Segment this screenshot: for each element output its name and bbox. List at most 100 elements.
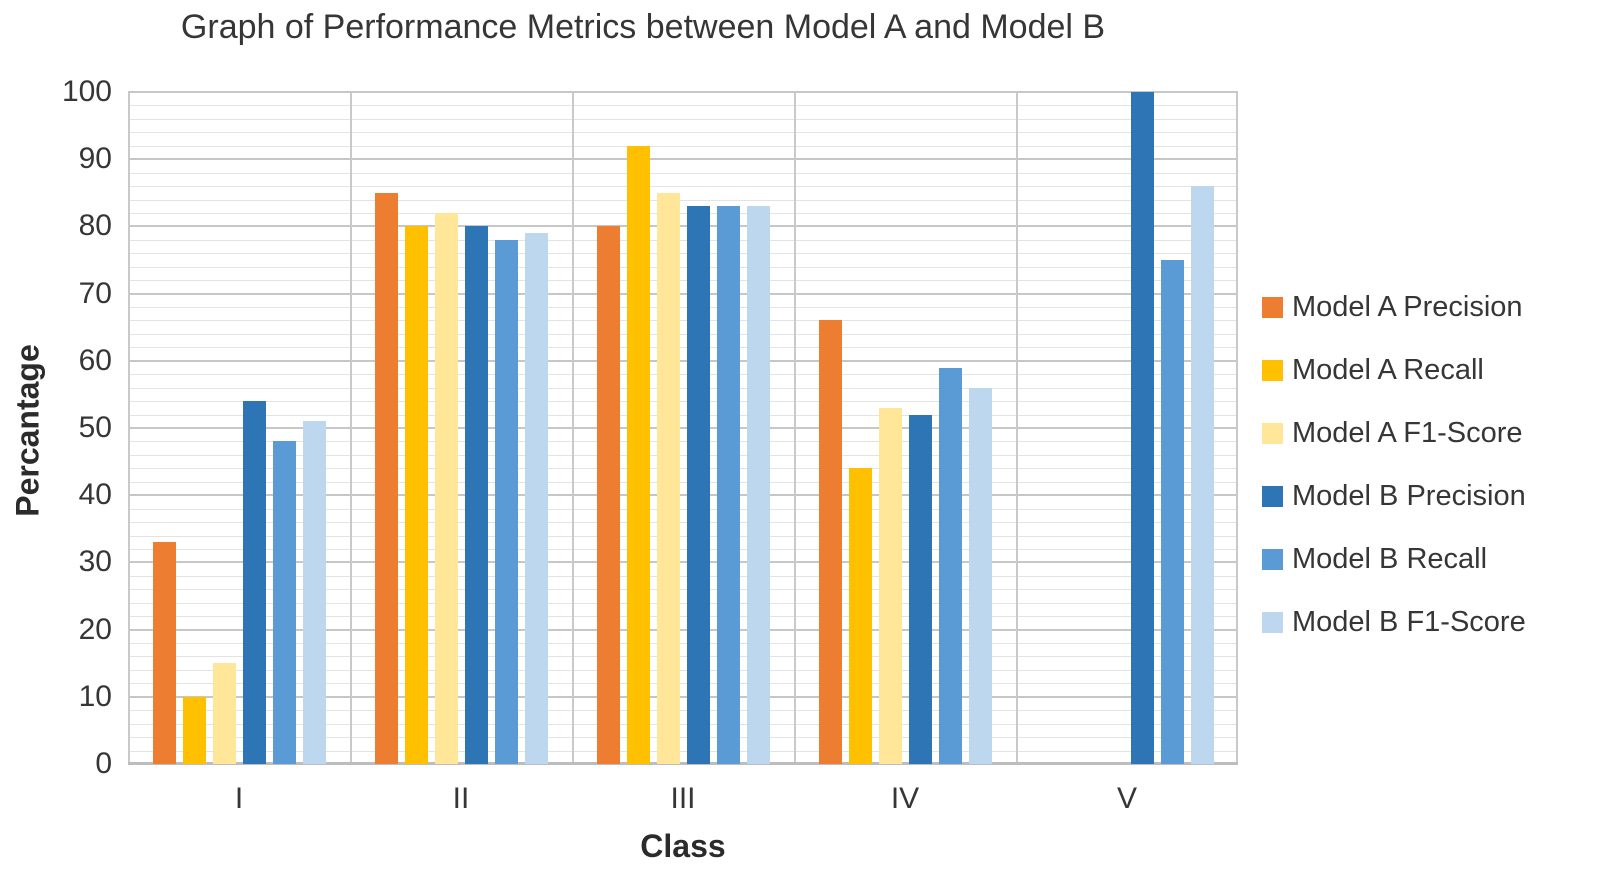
bar-model-b-recall-class-II bbox=[494, 239, 518, 764]
gridline-minor bbox=[128, 468, 1238, 470]
gridline-minor bbox=[128, 307, 1238, 309]
gridline-minor bbox=[128, 750, 1238, 752]
bar-model-a-recall-class-II bbox=[404, 226, 428, 764]
x-tick-label-IV: IV bbox=[890, 782, 920, 815]
gridline-minor bbox=[128, 387, 1238, 389]
y-tick-label-0: 0 bbox=[95, 747, 112, 780]
gridline-minor bbox=[128, 441, 1238, 443]
gridline-minor bbox=[128, 710, 1238, 712]
x-tick-label-I: I bbox=[234, 782, 244, 815]
bar-model-b-precision-class-IV bbox=[908, 414, 932, 764]
gridline-minor bbox=[128, 616, 1238, 618]
x-tick-label-V: V bbox=[1116, 782, 1137, 815]
gridline-major bbox=[128, 359, 1238, 362]
gridline-minor bbox=[128, 347, 1238, 349]
gridline-vertical bbox=[128, 92, 130, 764]
legend-swatch bbox=[1262, 548, 1283, 570]
gridline-minor bbox=[128, 589, 1238, 591]
legend-swatch bbox=[1262, 422, 1283, 444]
y-tick-label-80: 80 bbox=[78, 209, 112, 243]
bar-model-a-precision-class-II bbox=[374, 192, 398, 764]
x-axis-line bbox=[128, 762, 1238, 765]
bar-model-a-recall-class-III bbox=[626, 145, 650, 764]
gridline-minor bbox=[128, 683, 1238, 685]
y-tick-label-90: 90 bbox=[78, 142, 112, 176]
legend-swatch bbox=[1262, 485, 1283, 507]
y-tick-label-100: 100 bbox=[61, 75, 112, 108]
y-tick-label-40: 40 bbox=[78, 478, 112, 512]
bar-model-a-f1-score-class-IV bbox=[878, 407, 902, 764]
bar-group-class-IV bbox=[794, 92, 1016, 764]
legend-item-model-b-precision: Model B Precision bbox=[1262, 480, 1526, 512]
legend-label: Model B F1-Score bbox=[1292, 605, 1526, 638]
bar-model-a-precision-class-IV bbox=[818, 320, 842, 764]
y-tick-label-60: 60 bbox=[78, 343, 112, 377]
legend-label: Model A F1-Score bbox=[1292, 416, 1523, 449]
gridline-minor bbox=[128, 548, 1238, 550]
plot-area bbox=[128, 91, 1238, 765]
gridline-minor bbox=[128, 320, 1238, 322]
chart-title: Graph of Performance Metrics between Mod… bbox=[180, 8, 1106, 46]
legend-item-model-b-f1-score: Model B F1-Score bbox=[1262, 606, 1526, 638]
gridline-minor bbox=[128, 186, 1238, 188]
bar-model-a-recall-class-IV bbox=[848, 468, 872, 764]
y-tick-label-50: 50 bbox=[78, 411, 112, 444]
gridline-minor bbox=[128, 481, 1238, 483]
legend-label: Model A Precision bbox=[1292, 290, 1523, 323]
bar-layer bbox=[128, 92, 1238, 764]
gridline-minor bbox=[128, 643, 1238, 645]
gridline-major bbox=[128, 695, 1238, 698]
x-tick-label-II: II bbox=[452, 782, 470, 815]
gridline-major bbox=[128, 225, 1238, 228]
y-tick-label-20: 20 bbox=[78, 612, 112, 646]
gridline-vertical bbox=[1016, 92, 1018, 764]
bar-model-a-f1-score-class-II bbox=[434, 212, 458, 764]
bar-model-b-recall-class-III bbox=[716, 206, 740, 764]
gridline-major bbox=[128, 561, 1238, 564]
gridline-layer bbox=[128, 91, 1238, 765]
gridline-minor bbox=[128, 199, 1238, 201]
gridline-vertical bbox=[350, 92, 352, 764]
gridline-minor bbox=[128, 508, 1238, 510]
gridline-minor bbox=[128, 454, 1238, 456]
bar-model-b-recall-class-I bbox=[272, 441, 296, 764]
legend-item-model-a-recall: Model A Recall bbox=[1262, 354, 1526, 386]
gridline-minor bbox=[128, 414, 1238, 416]
gridline-minor bbox=[128, 401, 1238, 403]
gridline-major bbox=[128, 494, 1238, 497]
gridline-minor bbox=[128, 105, 1238, 107]
bar-model-a-f1-score-class-I bbox=[212, 663, 236, 764]
gridline-minor bbox=[128, 374, 1238, 376]
bar-model-a-recall-class-I bbox=[182, 696, 206, 764]
gridline-major bbox=[128, 158, 1238, 161]
gridline-major bbox=[128, 427, 1238, 429]
bar-model-b-f1-score-class-II bbox=[524, 233, 548, 764]
gridline-minor bbox=[128, 145, 1238, 147]
bar-model-b-recall-class-IV bbox=[938, 367, 962, 764]
gridline-minor bbox=[128, 132, 1238, 134]
gridline-minor bbox=[128, 333, 1238, 335]
gridline-minor bbox=[128, 239, 1238, 241]
bar-model-b-f1-score-class-I bbox=[302, 421, 326, 764]
bar-model-b-f1-score-class-III bbox=[746, 206, 770, 764]
bar-model-b-f1-score-class-V bbox=[1190, 186, 1214, 764]
gridline-major bbox=[128, 292, 1238, 295]
bar-model-b-precision-class-V bbox=[1130, 92, 1154, 764]
gridline-minor bbox=[128, 522, 1238, 524]
gridline-minor bbox=[128, 172, 1238, 174]
gridline-minor bbox=[128, 118, 1238, 120]
gridline-minor bbox=[128, 535, 1238, 537]
gridline-vertical bbox=[1236, 92, 1238, 764]
x-tick-label-III: III bbox=[670, 782, 696, 815]
gridline-minor bbox=[128, 737, 1238, 739]
bar-model-a-precision-class-I bbox=[152, 542, 176, 764]
legend-label: Model B Precision bbox=[1292, 479, 1526, 512]
gridline-minor bbox=[128, 253, 1238, 255]
x-axis-title: Class bbox=[640, 828, 726, 864]
bar-group-class-II bbox=[350, 92, 572, 764]
gridline-major bbox=[128, 91, 1238, 93]
gridline-minor bbox=[128, 656, 1238, 658]
bar-model-b-recall-class-V bbox=[1160, 260, 1184, 764]
y-tick-label-30: 30 bbox=[78, 545, 112, 579]
